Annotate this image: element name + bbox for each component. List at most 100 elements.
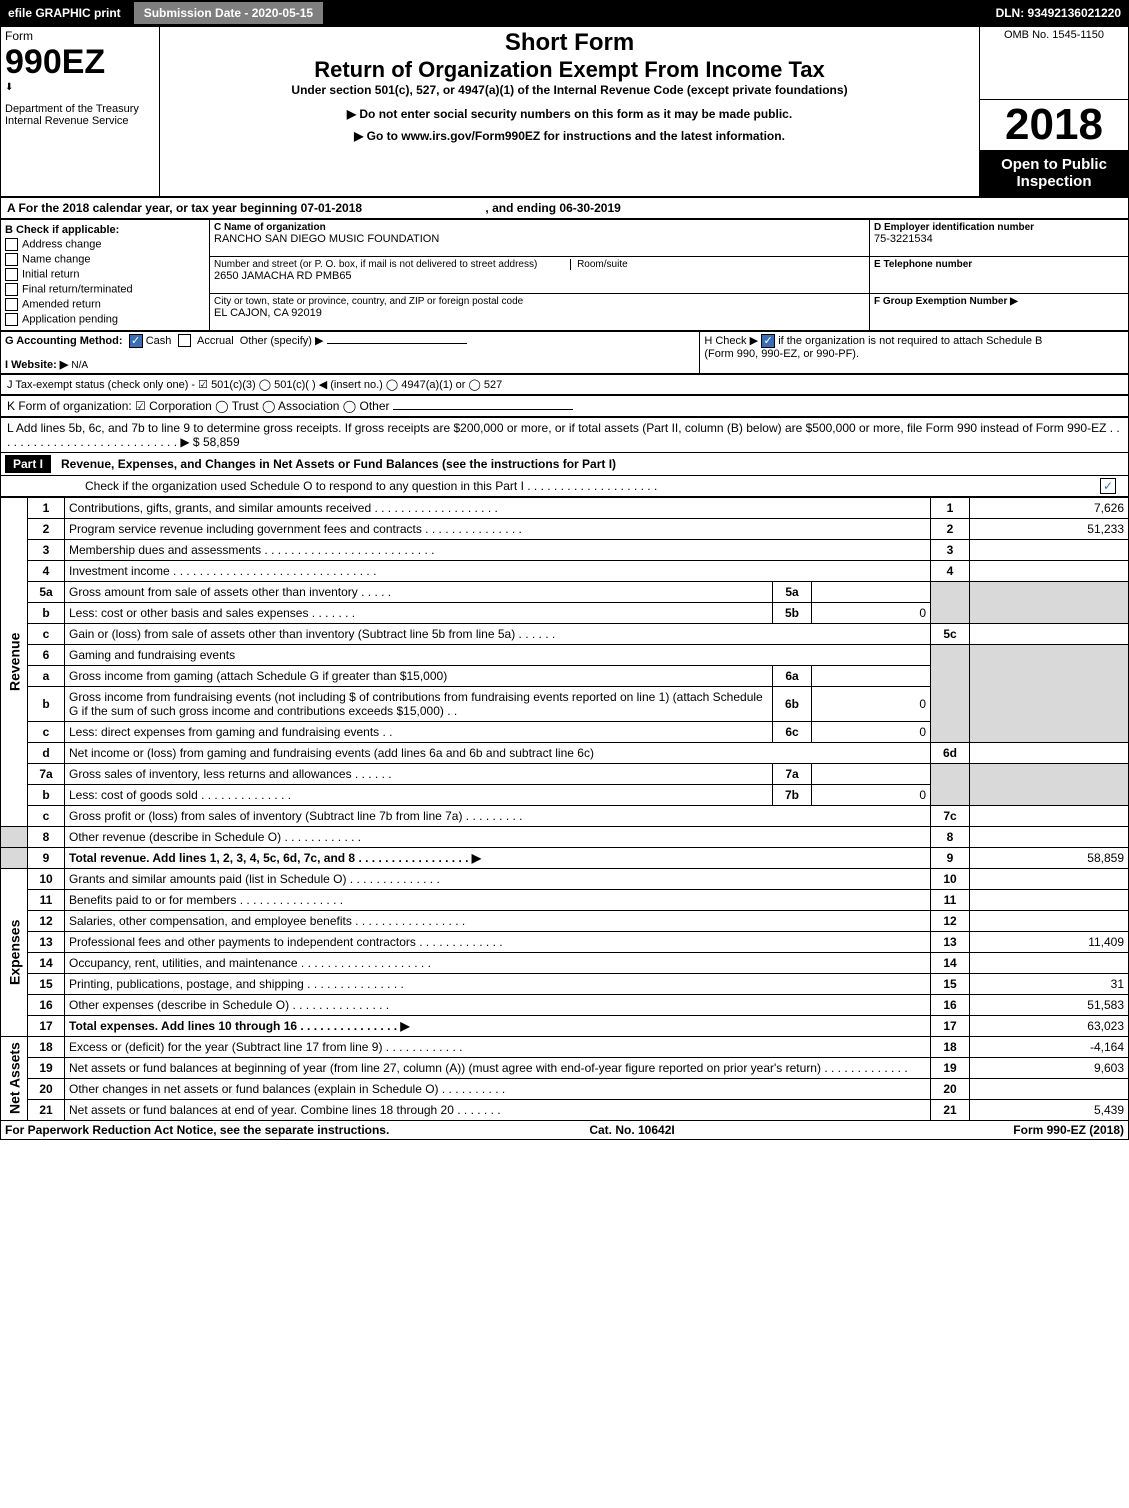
line-7a-mv: [812, 763, 931, 784]
line-7c-desc: Gross profit or (loss) from sales of inv…: [65, 805, 931, 826]
line-3-num: 3: [28, 539, 65, 560]
line-7c-val: [970, 805, 1129, 826]
instructions-link[interactable]: ▶ Go to www.irs.gov/Form990EZ for instru…: [164, 129, 975, 143]
line-9-num: 9: [28, 847, 65, 868]
line-5c-rn: 5c: [931, 623, 970, 644]
line-16-val: 51,583: [970, 994, 1129, 1015]
line-10-desc: Grants and similar amounts paid (list in…: [65, 868, 931, 889]
irs-label: Internal Revenue Service: [5, 115, 155, 127]
row-k-text: K Form of organization: ☑ Corporation ◯ …: [7, 399, 390, 413]
line-18-desc: Excess or (deficit) for the year (Subtra…: [65, 1036, 931, 1057]
line-7a-mn: 7a: [773, 763, 812, 784]
line-5b-num: b: [28, 602, 65, 623]
tax-year-begin: A For the 2018 calendar year, or tax yea…: [7, 201, 362, 215]
line-15-val: 31: [970, 973, 1129, 994]
line-18-rn: 18: [931, 1036, 970, 1057]
line-5a-mn: 5a: [773, 581, 812, 602]
line-5-shade-rv: [970, 581, 1129, 623]
other-specify: Other (specify) ▶: [240, 335, 324, 347]
check-application-pending[interactable]: Application pending: [5, 313, 205, 326]
section-a-tax-year: A For the 2018 calendar year, or tax yea…: [0, 197, 1129, 219]
check-amended-return[interactable]: Amended return: [5, 298, 205, 311]
form-number: 990EZ: [5, 43, 155, 82]
line-1-desc: Contributions, gifts, grants, and simila…: [65, 497, 931, 518]
row-g-label: G Accounting Method:: [5, 335, 123, 347]
omb-number: OMB No. 1545-1150: [984, 29, 1124, 41]
addr-label: Number and street (or P. O. box, if mail…: [214, 259, 537, 270]
line-5b-desc: Less: cost or other basis and sales expe…: [65, 602, 773, 623]
line-2-desc: Program service revenue including govern…: [65, 518, 931, 539]
revenue-section-label: Revenue: [1, 497, 28, 826]
room-suite-label: Room/suite: [570, 259, 628, 270]
line-17-num: 17: [28, 1015, 65, 1036]
line-11-desc: Benefits paid to or for members . . . . …: [65, 889, 931, 910]
check-schedule-b[interactable]: ✓: [761, 334, 775, 348]
line-12-desc: Salaries, other compensation, and employ…: [65, 910, 931, 931]
line-5c-val: [970, 623, 1129, 644]
tax-year: 2018: [980, 100, 1128, 150]
line-13-rn: 13: [931, 931, 970, 952]
line-6-desc: Gaming and fundraising events: [65, 644, 931, 665]
rev-spacer: [1, 826, 28, 847]
expenses-section-label: Expenses: [1, 868, 28, 1036]
line-6b-mn: 6b: [773, 686, 812, 721]
efile-print-link[interactable]: efile GRAPHIC print: [0, 6, 129, 20]
check-initial-return[interactable]: Initial return: [5, 268, 205, 281]
rev-spacer-2: [1, 847, 28, 868]
form-header: Form 990EZ ⬇ Department of the Treasury …: [0, 26, 1129, 197]
schedule-o-check-text: Check if the organization used Schedule …: [85, 479, 657, 493]
line-10-rn: 10: [931, 868, 970, 889]
line-6c-mn: 6c: [773, 721, 812, 742]
line-9-desc: Total revenue. Add lines 1, 2, 3, 4, 5c,…: [65, 847, 931, 868]
row-j-tax-exempt: J Tax-exempt status (check only one) - ☑…: [0, 374, 1129, 395]
line-19-rn: 19: [931, 1057, 970, 1078]
line-3-desc: Membership dues and assessments . . . . …: [65, 539, 931, 560]
part-1-title: Revenue, Expenses, and Changes in Net As…: [61, 457, 616, 471]
line-4-val: [970, 560, 1129, 581]
line-4-rn: 4: [931, 560, 970, 581]
website-value: N/A: [71, 360, 88, 371]
line-20-desc: Other changes in net assets or fund bala…: [65, 1078, 931, 1099]
check-address-change[interactable]: Address change: [5, 238, 205, 251]
box-b-label: B Check if applicable:: [5, 224, 205, 236]
line-5c-num: c: [28, 623, 65, 644]
line-14-desc: Occupancy, rent, utilities, and maintena…: [65, 952, 931, 973]
line-11-val: [970, 889, 1129, 910]
line-5a-num: 5a: [28, 581, 65, 602]
line-20-num: 20: [28, 1078, 65, 1099]
line-13-desc: Professional fees and other payments to …: [65, 931, 931, 952]
line-21-num: 21: [28, 1099, 65, 1120]
line-15-desc: Printing, publications, postage, and shi…: [65, 973, 931, 994]
short-form-title: Short Form: [164, 29, 975, 57]
line-14-num: 14: [28, 952, 65, 973]
line-18-num: 18: [28, 1036, 65, 1057]
check-name-change[interactable]: Name change: [5, 253, 205, 266]
line-19-val: 9,603: [970, 1057, 1129, 1078]
box-e-label: E Telephone number: [874, 259, 1124, 270]
line-1-rn: 1: [931, 497, 970, 518]
part-1-header: Part I Revenue, Expenses, and Changes in…: [0, 453, 1129, 476]
check-accrual[interactable]: [178, 334, 191, 347]
line-4-num: 4: [28, 560, 65, 581]
row-h-text3: (Form 990, 990-EZ, or 990-PF).: [704, 348, 859, 360]
line-18-val: -4,164: [970, 1036, 1129, 1057]
check-cash[interactable]: ✓: [129, 334, 143, 348]
open-to-public: Open to Public Inspection: [980, 150, 1128, 196]
line-7a-num: 7a: [28, 763, 65, 784]
line-6a-mv: [812, 665, 931, 686]
org-name: RANCHO SAN DIEGO MUSIC FOUNDATION: [214, 233, 865, 245]
line-6d-num: d: [28, 742, 65, 763]
schedule-o-checkbox[interactable]: ✓: [1100, 478, 1116, 494]
line-21-desc: Net assets or fund balances at end of ye…: [65, 1099, 931, 1120]
row-h-text1: H Check ▶: [704, 335, 761, 347]
line-15-num: 15: [28, 973, 65, 994]
check-final-return[interactable]: Final return/terminated: [5, 283, 205, 296]
line-21-val: 5,439: [970, 1099, 1129, 1120]
line-5b-mn: 5b: [773, 602, 812, 623]
line-15-rn: 15: [931, 973, 970, 994]
line-8-desc: Other revenue (describe in Schedule O) .…: [65, 826, 931, 847]
line-8-val: [970, 826, 1129, 847]
line-5c-desc: Gain or (loss) from sale of assets other…: [65, 623, 931, 644]
line-10-num: 10: [28, 868, 65, 889]
cat-number: Cat. No. 10642I: [589, 1123, 674, 1137]
